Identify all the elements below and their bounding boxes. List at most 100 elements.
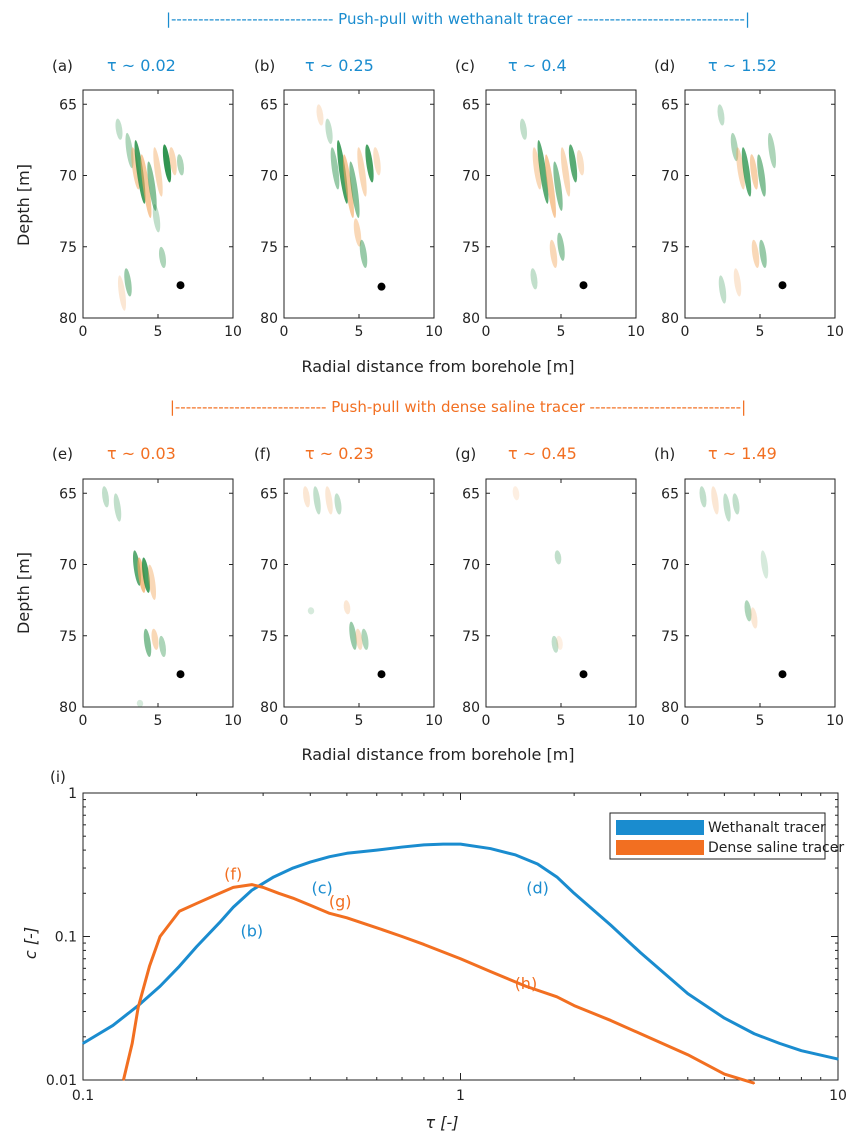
panel-letter-h: (h) — [654, 445, 675, 463]
data-point — [328, 855, 331, 858]
panel-frame — [82, 478, 234, 708]
x-tick-label: 5 — [557, 713, 566, 729]
borehole-marker — [377, 670, 386, 679]
data-point — [514, 854, 517, 856]
data-point — [131, 1042, 134, 1045]
wave-stripe — [554, 550, 562, 565]
panel-b: 0 5 10 65 70 75 80 — [260, 89, 443, 340]
data-point — [375, 926, 378, 929]
wave-stripe — [162, 144, 172, 183]
data-point — [82, 1042, 84, 1045]
wave-stripe — [512, 486, 520, 501]
panel-a: 0 5 10 65 70 75 80 — [59, 89, 242, 340]
y-tick-label: 80 — [462, 311, 480, 327]
panel-frame — [684, 89, 836, 319]
wave-stripe — [549, 239, 558, 268]
y-tick-label: 75 — [661, 240, 679, 256]
x-tick-label: 0 — [79, 324, 88, 340]
xlabel-top: Radial distance from borehole [m] — [301, 357, 574, 376]
wave-stripe — [143, 628, 152, 657]
borehole-marker — [377, 282, 386, 291]
data-point — [723, 1073, 726, 1075]
x-tick-label: 10 — [826, 713, 844, 729]
y-tick-label: 65 — [260, 486, 278, 502]
borehole-marker — [778, 670, 787, 679]
wave-stripe — [723, 493, 731, 522]
data-point — [459, 957, 462, 960]
section-title-saline: |---------------------------- Push-pull … — [170, 398, 746, 416]
panel-tau-g: τ ~ 0.45 — [508, 444, 577, 463]
wave-stripe — [355, 628, 363, 650]
x-tick-label: 5 — [154, 713, 163, 729]
wave-stripe — [325, 486, 333, 515]
y-tick-label: 65 — [59, 97, 77, 113]
wave-stripe — [115, 118, 123, 140]
panel-frame — [485, 478, 637, 708]
wave-stripe — [365, 144, 374, 183]
data-point — [277, 892, 280, 895]
y-tick-label: 75 — [59, 629, 77, 645]
data-point — [573, 1004, 575, 1007]
wave-stripe — [147, 564, 157, 600]
x-tick-label: 0 — [482, 713, 491, 729]
curve-annotation: (f) — [224, 864, 242, 883]
data-point — [218, 921, 221, 924]
data-point — [459, 843, 462, 845]
data-point — [639, 1032, 642, 1035]
y-tick-label: 70 — [661, 169, 679, 185]
data-point — [401, 935, 403, 938]
x-tick-label: 10 — [224, 713, 242, 729]
wave-stripe — [330, 147, 340, 190]
panel-tau-b: τ ~ 0.25 — [305, 56, 374, 75]
panel-f: 0 5 10 65 70 75 80 — [260, 478, 443, 729]
y-tick-label: 65 — [661, 486, 679, 502]
data-point — [401, 846, 403, 848]
y-tick-label: 70 — [59, 169, 77, 185]
xlabel-bottom: Radial distance from borehole [m] — [301, 745, 574, 764]
wave-stripe — [757, 154, 766, 197]
data-point — [525, 985, 527, 988]
curve-annotation: (b) — [240, 922, 263, 941]
wave-stripe — [560, 147, 571, 197]
legend-label: Wethanalt tracer — [708, 820, 826, 836]
y-tick-label: 65 — [462, 97, 480, 113]
panel-tau-d: τ ~ 1.52 — [708, 56, 777, 75]
wave-stripe — [767, 132, 777, 169]
wave-stripe — [141, 557, 151, 593]
panel-tau-f: τ ~ 0.23 — [305, 444, 374, 463]
x-tick-label: 5 — [355, 713, 364, 729]
y-tick-label: 80 — [260, 311, 278, 327]
panel-d: 0 5 10 65 70 75 80 — [661, 89, 844, 340]
x-tick-label: 5 — [154, 324, 163, 340]
y-tick-label: 70 — [59, 558, 77, 574]
wave-stripe — [117, 275, 127, 311]
wave-stripe — [158, 635, 167, 658]
data-point — [292, 867, 294, 869]
wave-stripe — [152, 204, 161, 233]
x-tick-label: 0 — [482, 324, 491, 340]
chart-label-i: (i) — [50, 768, 66, 786]
panel-h: 0 5 10 65 70 75 80 — [661, 478, 844, 729]
x-tick-label: 5 — [756, 324, 765, 340]
data-point — [778, 1042, 781, 1045]
wave-stripe — [113, 493, 122, 522]
x-tick-label: 5 — [756, 713, 765, 729]
borehole-marker — [176, 670, 185, 679]
legend-swatch — [616, 840, 704, 855]
y-tick-label: 1 — [68, 786, 77, 802]
data-point — [148, 965, 151, 968]
wave-stripe — [530, 268, 538, 290]
data-point — [309, 861, 312, 863]
wave-stripe — [349, 621, 357, 650]
wave-stripe — [717, 104, 725, 126]
wave-stripe — [124, 268, 132, 297]
wave-stripe — [741, 147, 752, 197]
curve-annotation: (c) — [311, 878, 332, 897]
x-tick-label: 0 — [280, 713, 289, 729]
wave-stripe — [730, 132, 739, 162]
data-point — [195, 945, 198, 948]
data-point — [536, 863, 539, 865]
x-tick-label: 10 — [826, 324, 844, 340]
